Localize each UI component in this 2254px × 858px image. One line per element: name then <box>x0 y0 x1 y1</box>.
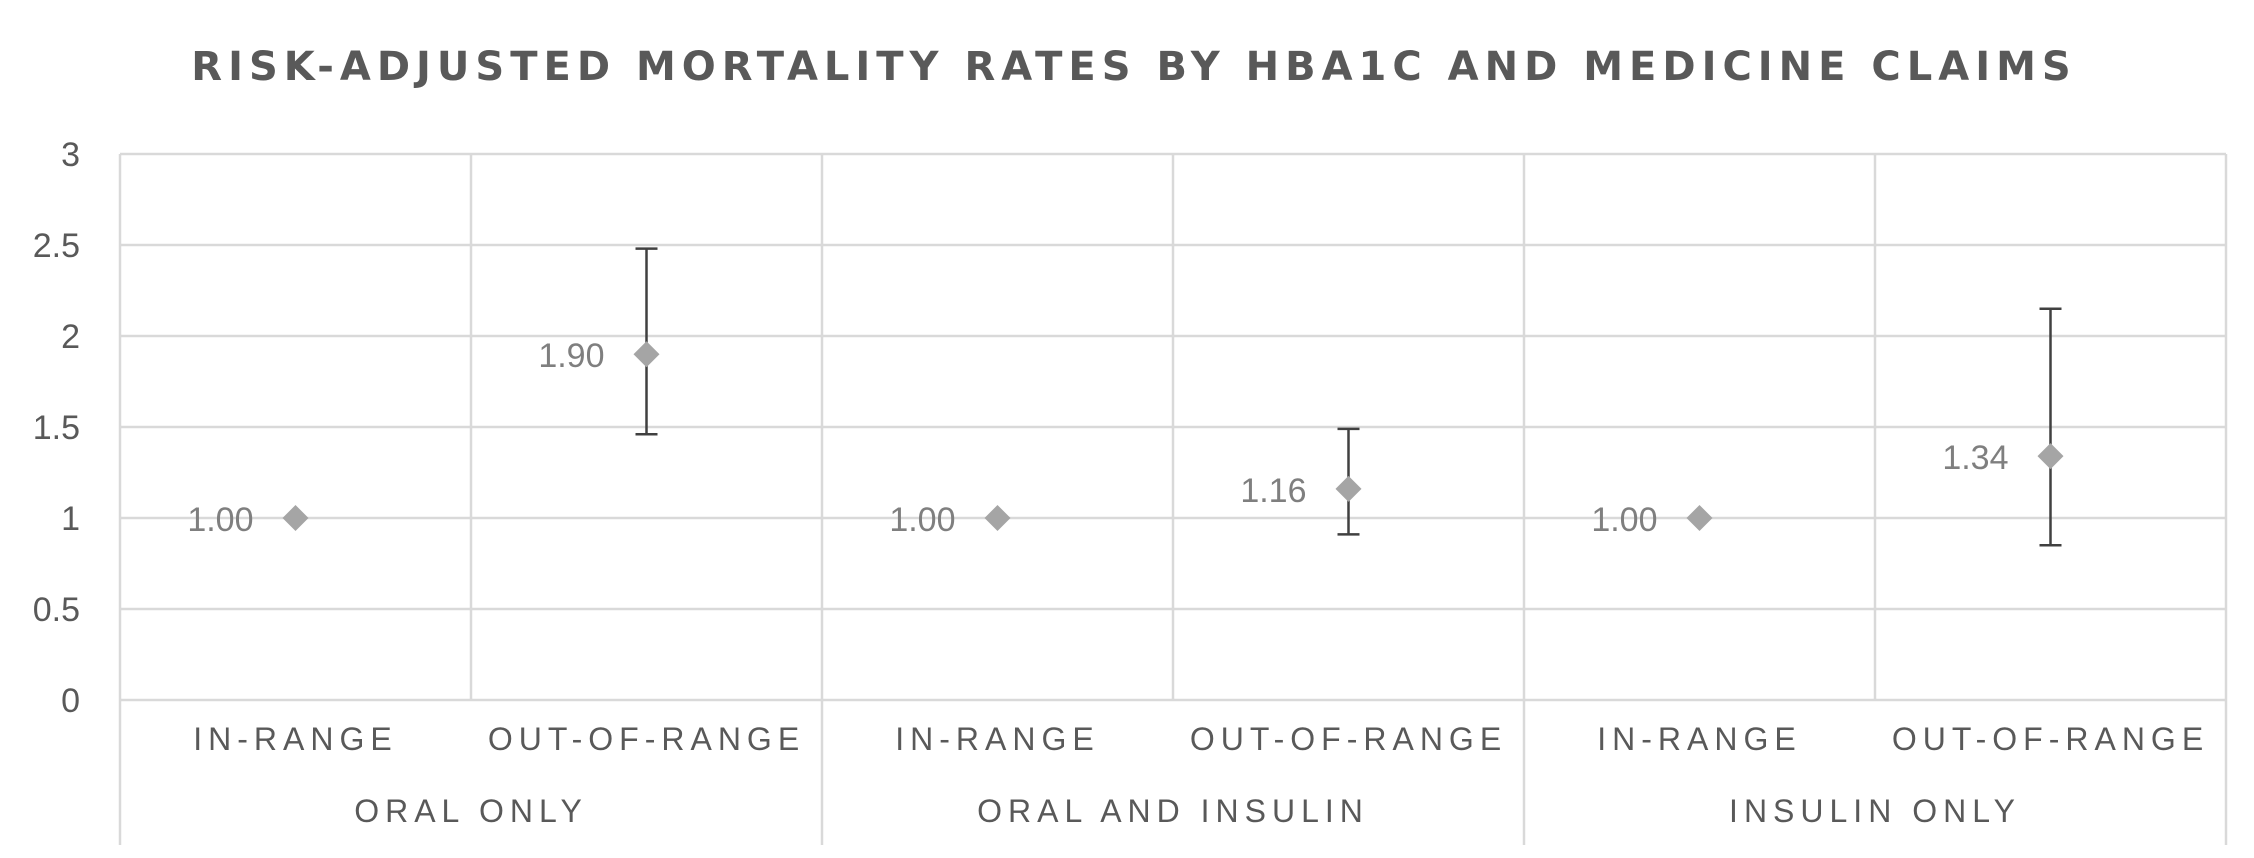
x-category-label: IN-RANGE <box>193 721 397 757</box>
grid <box>118 152 2228 845</box>
x-category-label: OUT-OF-RANGE <box>1190 721 1507 757</box>
y-axis-ticks: 0 0.5 1 1.5 2 2.5 3 <box>33 136 80 720</box>
y-tick-label: 2 <box>61 318 80 356</box>
x-group-label: INSULIN ONLY <box>1729 793 2021 829</box>
data-label: 1.00 <box>1591 501 1657 539</box>
data-point-marker <box>984 505 1011 531</box>
y-tick-label: 2.5 <box>33 227 80 265</box>
data-point-marker <box>633 341 660 368</box>
data-point-marker <box>2037 443 2064 470</box>
x-group-label: ORAL AND INSULIN <box>977 793 1369 829</box>
data-point-marker <box>1686 505 1713 531</box>
y-tick-label: 1.5 <box>33 409 80 447</box>
x-axis-labels: IN-RANGE OUT-OF-RANGE IN-RANGE OUT-OF-RANGE… <box>193 721 2209 829</box>
x-category-label: IN-RANGE <box>895 721 1099 757</box>
x-category-label: IN-RANGE <box>1597 721 1801 757</box>
y-tick-label: 0.5 <box>33 591 80 629</box>
data-point-marker <box>1335 475 1362 502</box>
data-label: 1.00 <box>187 501 253 539</box>
data-point-marker <box>282 505 309 531</box>
chart-title: RISK-ADJUSTED MORTALITY RATES BY HBA1C A… <box>191 44 2076 90</box>
data-marks: 1.00 1.90 1.00 1.16 1.00 1.34 <box>187 247 2064 547</box>
y-tick-label: 3 <box>61 136 80 174</box>
x-group-label: ORAL ONLY <box>354 793 588 829</box>
data-label: 1.90 <box>538 337 604 375</box>
x-category-label: OUT-OF-RANGE <box>1892 721 2209 757</box>
data-label: 1.34 <box>1942 439 2008 477</box>
data-label: 1.16 <box>1240 472 1306 510</box>
y-tick-label: 1 <box>61 500 80 538</box>
x-category-label: OUT-OF-RANGE <box>488 721 805 757</box>
y-tick-label: 0 <box>61 682 80 720</box>
data-label: 1.00 <box>889 501 955 539</box>
